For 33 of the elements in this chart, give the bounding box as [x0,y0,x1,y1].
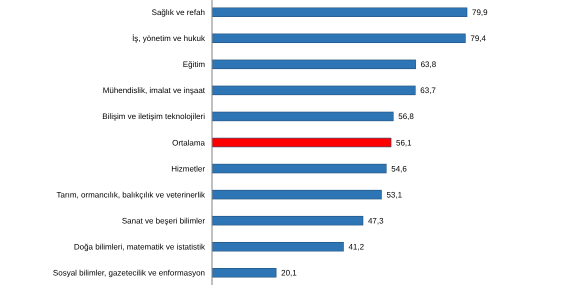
data-label: 56,1 [396,138,412,148]
data-label: 41,2 [348,242,365,252]
bar [212,8,468,17]
y-tick-label: Hizmetler [171,164,206,174]
bar [212,60,416,70]
bar [212,112,394,122]
bar [212,268,276,278]
y-tick-label: Sosyal bilimler, gazetecilik ve enformasyon [52,268,205,278]
data-label: 63,8 [420,60,437,70]
y-tick-label: Sanat ve beşeri bilimler [122,216,206,226]
bar [212,164,387,174]
y-tick-label: Sağlık ve refah [152,8,205,18]
data-label: 20,1 [281,268,298,278]
y-tick-label: Doğa bilimleri, matematik ve istatistik [74,242,206,252]
data-label: 79,4 [470,34,487,44]
bar [212,138,392,148]
bar [212,34,466,44]
data-label: 56,8 [398,112,414,122]
bar [212,86,416,96]
data-label: 54,6 [391,164,408,174]
data-label: 53,1 [386,190,403,200]
y-tick-label: İş, yönetim ve hukuk [132,34,206,44]
data-label: 47,3 [368,216,384,226]
y-tick-label: Bilişim ve iletişim teknolojileri [102,112,206,122]
y-tick-label: Eğitim [182,60,206,70]
bar [212,190,382,200]
bar [212,216,364,226]
y-tick-label: Mühendislik, imalat ve inşaat [102,86,206,96]
data-label: 79,9 [472,8,488,18]
data-label: 63,7 [420,86,436,96]
y-tick-label: Ortalama [172,138,206,148]
y-tick-label: Tarım, ormancılık, balıkçılık ve veterinerlik [56,190,206,200]
bar [212,242,344,252]
